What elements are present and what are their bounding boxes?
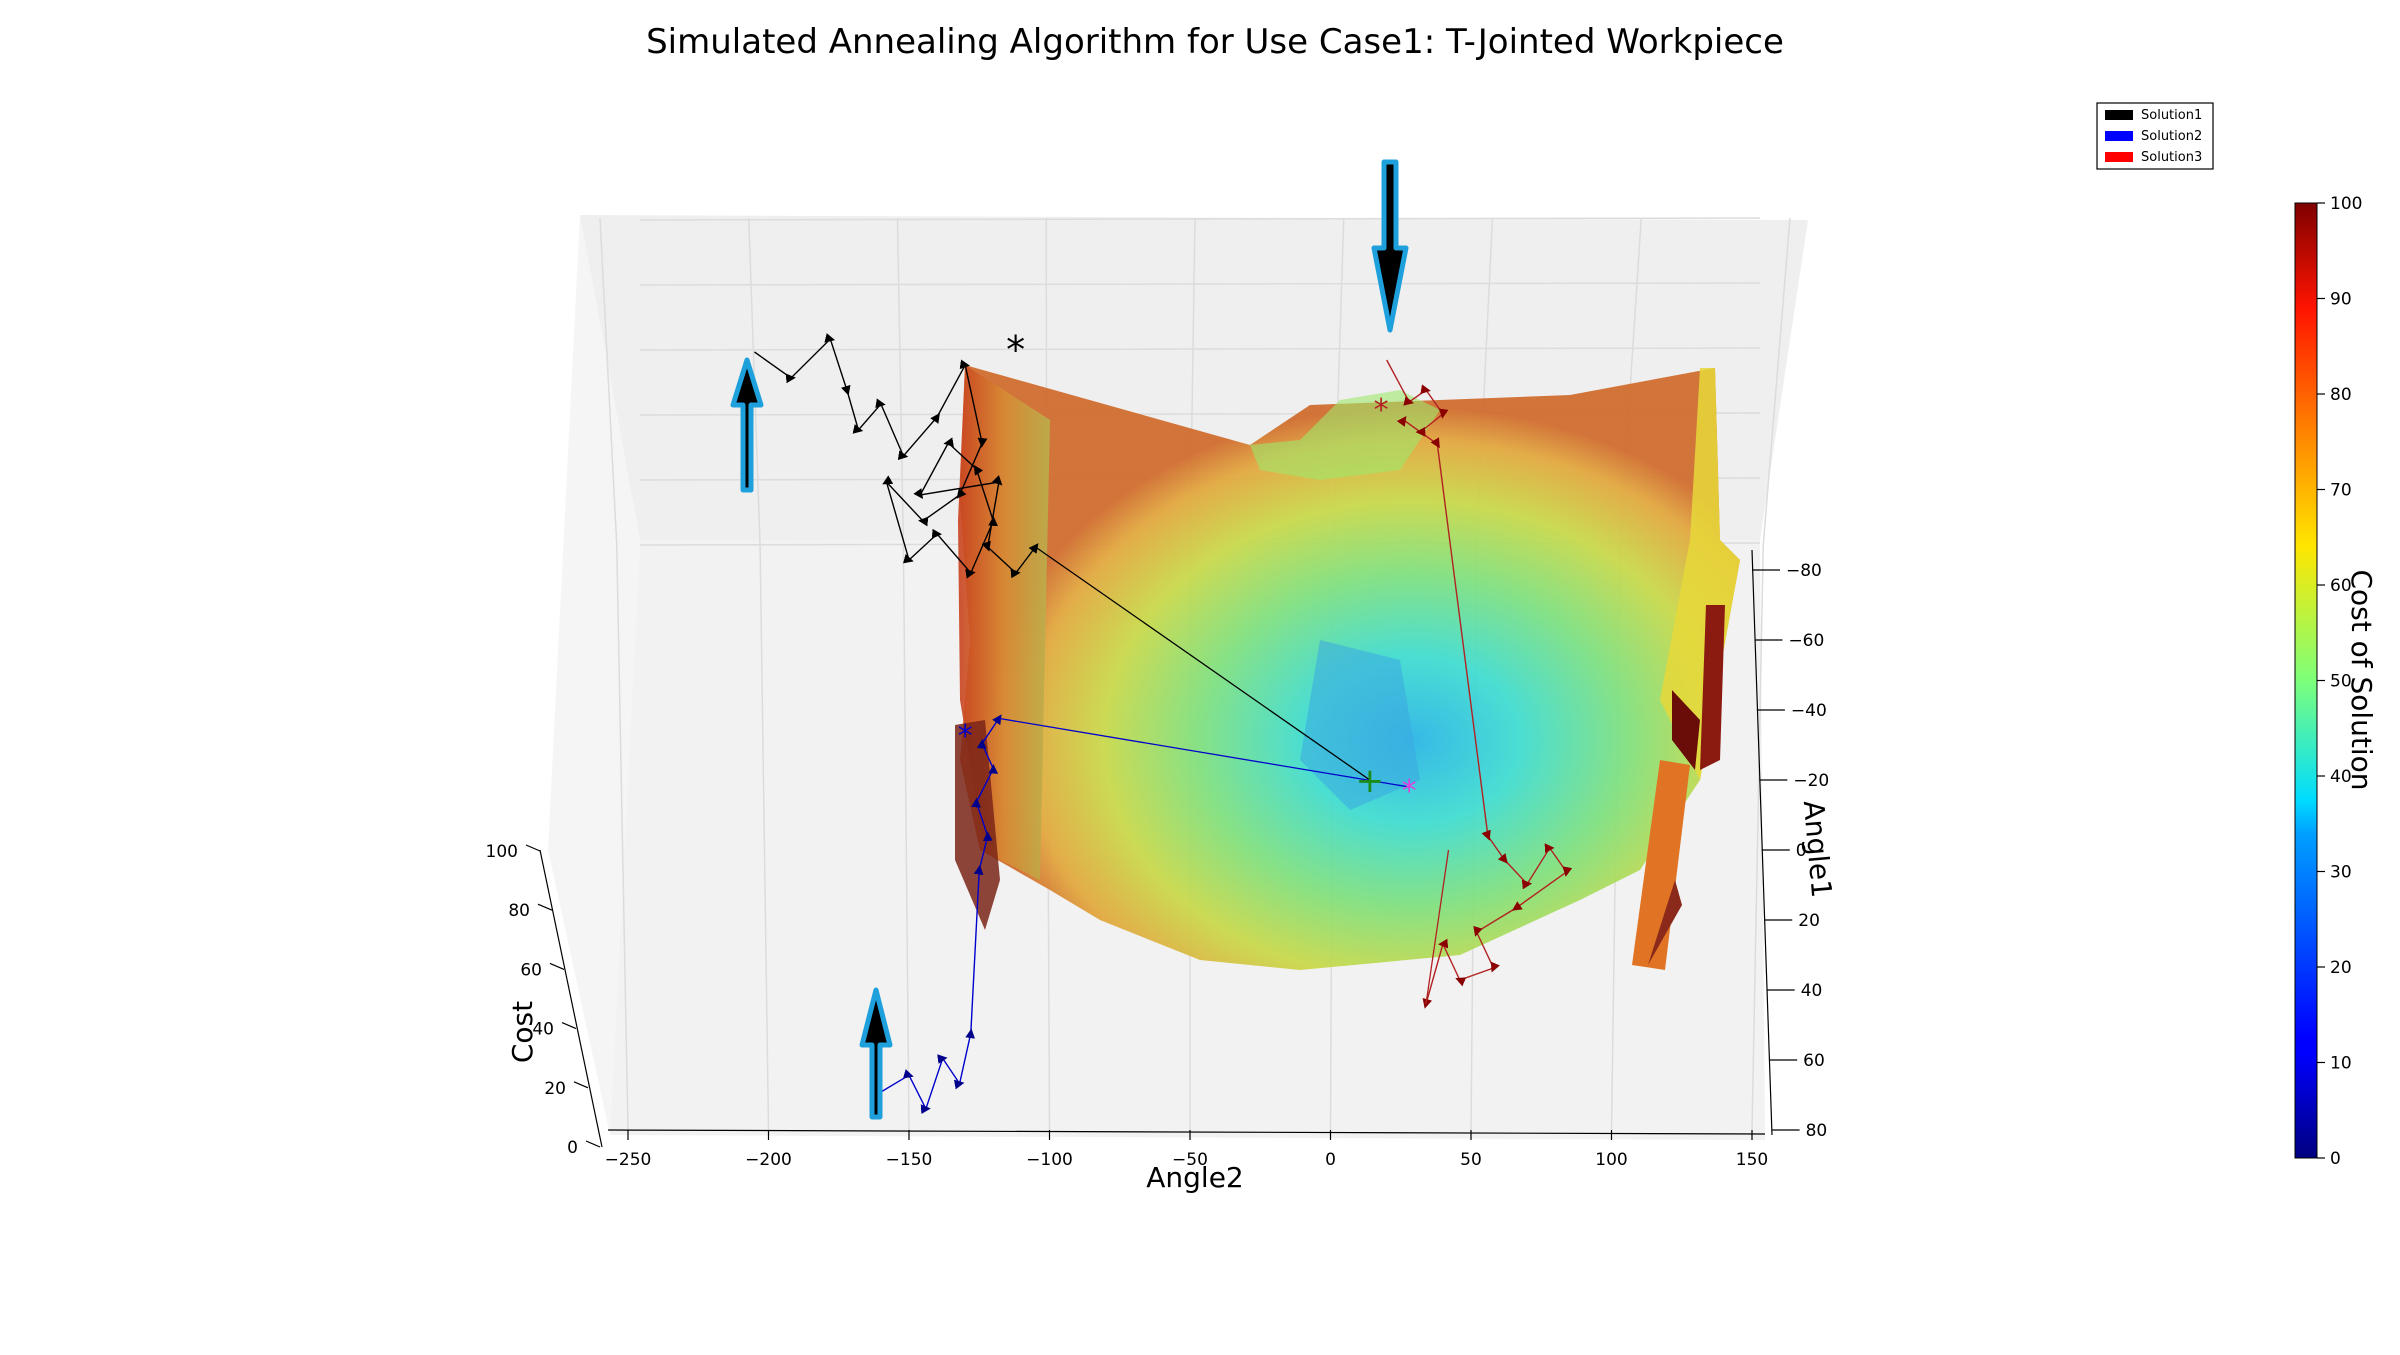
colorbar-tick-label: 50 <box>2330 672 2352 692</box>
series-jump-line <box>1425 849 1450 1005</box>
legend-label-solution3: Solution3 <box>2141 150 2202 165</box>
y-tick-label: −60 <box>1788 631 1824 651</box>
final-solution-marker: * <box>1402 774 1417 809</box>
colorbar-tick-label: 0 <box>2330 1149 2341 1169</box>
colorbar-tick-label: 40 <box>2330 767 2352 787</box>
z-tick-label: 40 <box>532 1020 554 1040</box>
chart-title: Simulated Annealing Algorithm for Use Ca… <box>646 22 1784 62</box>
colorbar-tick-label: 30 <box>2330 863 2352 883</box>
colorbar-label: Cost of Solution <box>2345 569 2378 790</box>
series-solution2: * <box>880 714 1410 1115</box>
grid-line-x <box>616 544 629 1131</box>
legend-label-solution1: Solution1 <box>2141 108 2202 123</box>
y-tick-label: 20 <box>1798 911 1820 931</box>
x-axis-ticks: −250 −200 −150 −100 −50 0 50 100 150 <box>605 1129 1768 1170</box>
y-axis-line <box>1751 549 1773 1136</box>
y-tick-label: −40 <box>1791 701 1827 721</box>
colorbar-tick-label: 20 <box>2330 958 2352 978</box>
x-tick-label: −200 <box>745 1150 792 1170</box>
grid-line-x-back <box>599 217 618 546</box>
series-jump-line <box>1035 546 1371 781</box>
legend-item-solution3: Solution3 <box>2105 150 2202 165</box>
z-axis-label: Cost <box>506 1001 539 1063</box>
grid-line-x-back <box>1762 217 1791 546</box>
legend-label-solution2: Solution2 <box>2141 129 2202 144</box>
z-tick-mark <box>585 1140 601 1148</box>
series-best-marker: * <box>1374 393 1389 428</box>
z-tick-mark <box>525 844 541 852</box>
series-path <box>880 714 1002 1115</box>
y-tick-label: 40 <box>1801 981 1823 1001</box>
y-tick-label: −20 <box>1793 771 1829 791</box>
y-tick-label: −80 <box>1786 561 1822 581</box>
series-solution3: * <box>1374 359 1573 1009</box>
series-layer: * * * + * <box>754 328 1573 1115</box>
legend-item-solution1: Solution1 <box>2105 108 2202 123</box>
y-axis-ticks: −80 −60 −40 −20 0 20 40 60 80 <box>1751 549 1829 1141</box>
legend-item-solution2: Solution2 <box>2105 129 2202 144</box>
x-tick-label: 0 <box>1325 1150 1336 1170</box>
y-axis-label: Angle1 <box>1797 799 1838 899</box>
series-path <box>1386 359 1573 1009</box>
series-best-marker: * <box>958 719 973 754</box>
legend: Solution1 Solution2 Solution3 <box>2096 102 2214 170</box>
x-tick-label: 100 <box>1595 1150 1627 1170</box>
y-tick-label: 80 <box>1806 1121 1828 1141</box>
y-tick-label: 60 <box>1803 1051 1825 1071</box>
grid-line-x <box>759 544 770 1131</box>
colorbar-tick-label: 60 <box>2330 576 2352 596</box>
colorbar-tick-label: 100 <box>2330 194 2362 214</box>
x-tick-label: −100 <box>1026 1150 1073 1170</box>
x-tick-label: 50 <box>1460 1150 1482 1170</box>
start-arrow-solution1 <box>730 357 764 493</box>
colorbar-tick-label: 90 <box>2330 290 2352 310</box>
grid-line-x <box>1751 544 1764 1131</box>
x-axis-label: Angle2 <box>1146 1161 1244 1194</box>
x-tick-label: −250 <box>605 1150 652 1170</box>
z-tick-mark <box>561 1022 577 1030</box>
colorbar-tick-label: 80 <box>2330 385 2352 405</box>
colorbar-ticks: 0 10 20 30 40 50 60 70 80 90 100 <box>2317 194 2362 1169</box>
z-tick-label: 0 <box>567 1138 578 1158</box>
start-arrow-solution3 <box>1371 159 1409 333</box>
z-tick-label: 80 <box>508 901 530 921</box>
z-tick-label: 60 <box>520 960 542 980</box>
start-arrow-solution2 <box>859 987 893 1120</box>
x-tick-label: −50 <box>1172 1150 1208 1170</box>
z-axis-ticks: 0 20 40 60 80 100 <box>486 842 603 1158</box>
z-tick-mark <box>537 903 553 911</box>
z-tick-mark <box>573 1081 589 1089</box>
z-tick-label: 100 <box>486 842 518 862</box>
legend-swatch-solution1 <box>2105 110 2133 120</box>
y-tick-label: 0 <box>1796 841 1807 861</box>
colorbar-tick-label: 10 <box>2330 1054 2352 1074</box>
colorbar: 0 10 20 30 40 50 60 70 80 90 100 Cost of Solution <box>2294 194 2378 1169</box>
grid-line-z <box>639 217 1761 221</box>
z-tick-mark <box>549 962 565 970</box>
x-axis-line <box>607 1129 1766 1135</box>
series-solution1: * <box>754 328 1371 781</box>
legend-swatch-solution2 <box>2105 131 2133 141</box>
series-best-marker: * <box>1006 328 1025 372</box>
x-tick-label: −150 <box>886 1150 933 1170</box>
colorbar-tick-label: 70 <box>2330 481 2352 501</box>
grid-line-z <box>639 282 1761 286</box>
global-best-marker: + <box>1356 761 1385 801</box>
series-jump-line <box>998 717 1410 788</box>
z-tick-label: 20 <box>544 1079 566 1099</box>
x-tick-label: 150 <box>1736 1150 1768 1170</box>
series-path <box>754 333 1039 579</box>
z-axis-line <box>539 849 603 1148</box>
legend-swatch-solution3 <box>2105 152 2133 162</box>
